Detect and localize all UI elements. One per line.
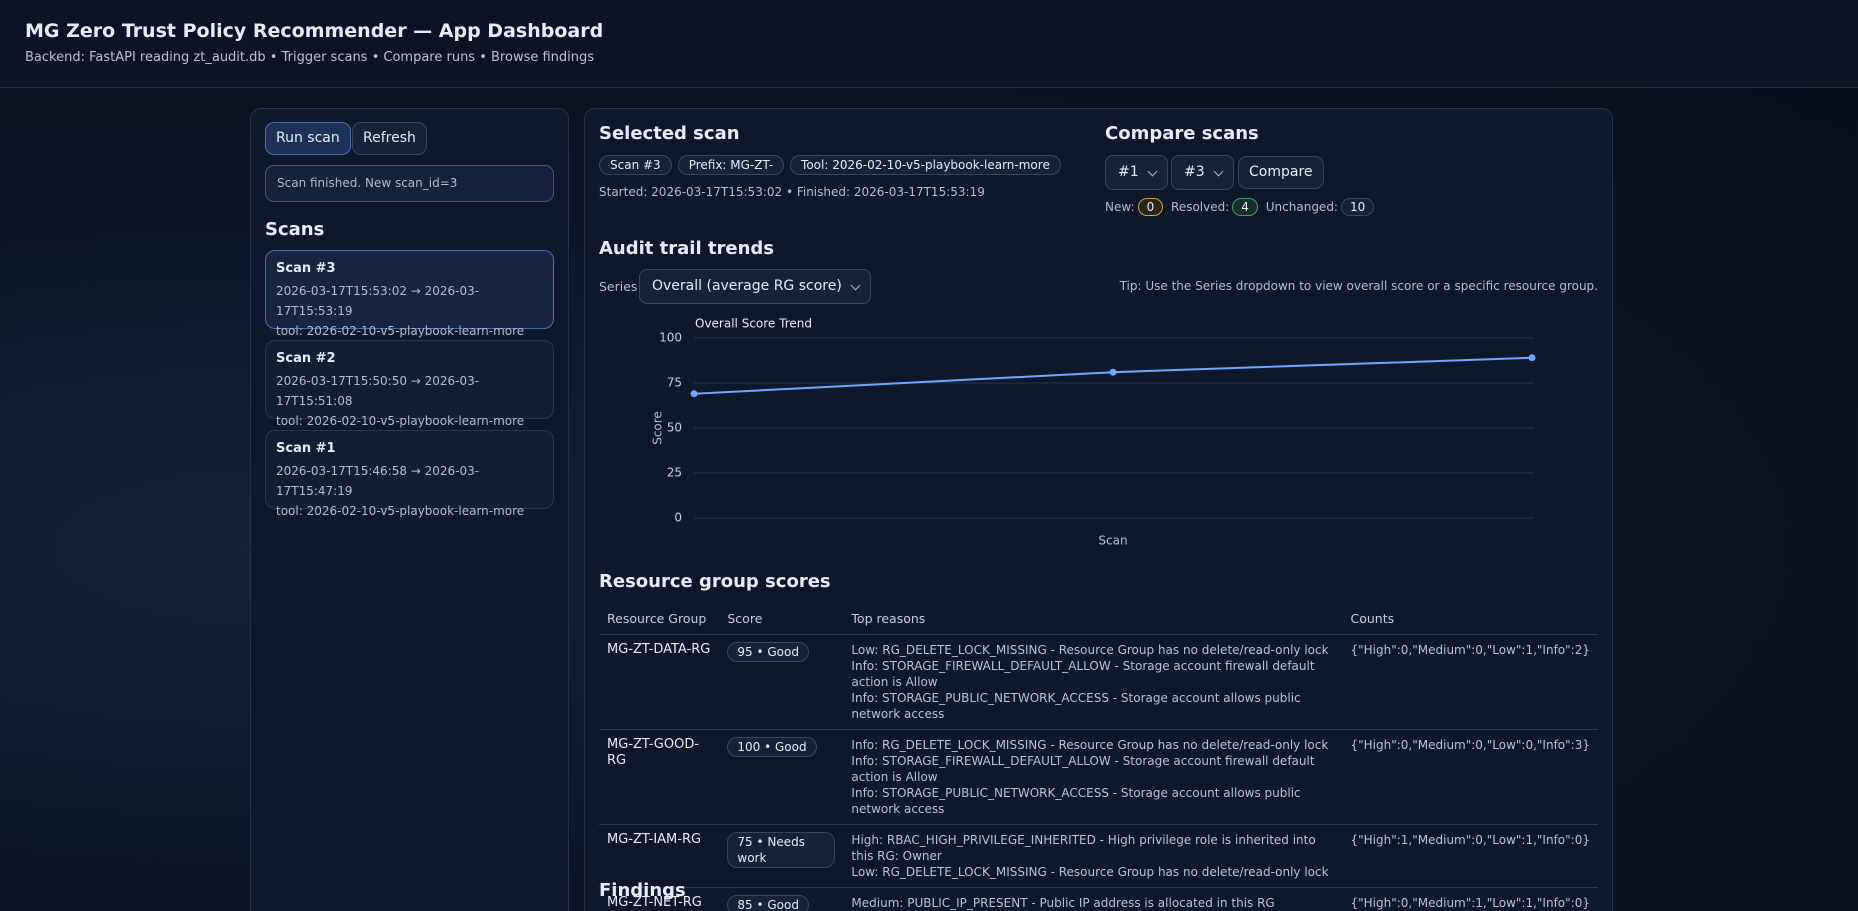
compare-from-select[interactable]: #1 [1105, 155, 1168, 190]
resource-group: MG-ZT-NET-RG [599, 887, 720, 911]
score-cell: 100 • Good [719, 729, 844, 825]
series-select[interactable]: Overall (average RG score) [639, 269, 871, 304]
scan-title: Scan #3 [276, 261, 336, 276]
x-axis-label: Scan [1098, 534, 1127, 548]
unchanged-count: 10 [1340, 198, 1375, 216]
scan-card[interactable]: Scan #2 2026-03-17T15:50:50 → 2026-03-17T… [265, 340, 554, 428]
reason: Low: RG_DELETE_LOCK_MISSING - Resource G… [851, 865, 1329, 879]
refresh-button[interactable]: Refresh [352, 122, 427, 155]
reason: Medium: PUBLIC_IP_PRESENT - Public IP ad… [851, 896, 1275, 910]
scan-tool: tool: 2026-02-10-v5-playbook-learn-more [276, 414, 525, 428]
data-point [1528, 354, 1536, 362]
table-row: MG-ZT-IAM-RG 75 • Needs work High: RBAC_HI… [599, 824, 1598, 888]
chart-title: Overall Score Trend [695, 317, 812, 331]
chip: Scan #3 [599, 155, 672, 175]
sidebar: Run scan Refresh Scan finished. New scan… [250, 108, 569, 911]
score-cell: 85 • Good [719, 887, 844, 911]
y-tick-label: 100 [659, 331, 682, 345]
unchanged-label: Unchanged: [1265, 200, 1338, 214]
scan-card[interactable]: Scan #1 2026-03-17T15:46:58 → 2026-03-17T… [265, 430, 554, 518]
reason: Info: STORAGE_FIREWALL_DEFAULT_ALLOW - S… [851, 659, 1315, 689]
data-point [690, 390, 698, 398]
table-body: MG-ZT-DATA-RG 95 • Good Low: RG_DELETE_LOC… [599, 634, 1598, 911]
counts-cell: {"High":0,"Medium":0,"Low":1,"Info":2} [1342, 634, 1598, 730]
chip: Prefix: MG-ZT- [677, 155, 785, 175]
y-tick-label: 50 [667, 421, 682, 435]
table-header: Resource Group Score Top reasons Counts [599, 603, 1598, 635]
score-badge: 95 • Good [727, 642, 809, 662]
main-panel: Selected scan Scan #3 Prefix: MG-ZT- Tool:… [584, 108, 1613, 911]
counts-cell: {"High":0,"Medium":0,"Low":0,"Info":3} [1342, 729, 1598, 825]
resource-group: MG-ZT-IAM-RG [599, 824, 720, 888]
findings-heading: Findings [599, 880, 686, 901]
app-subtitle: Backend: FastAPI reading zt_audit.db • T… [25, 50, 595, 65]
scan-title: Scan #2 [276, 351, 336, 366]
compare-button[interactable]: Compare [1238, 156, 1324, 189]
resource-group: MG-ZT-DATA-RG [599, 634, 720, 730]
compare-heading: Compare scans [1105, 123, 1259, 144]
tip: Tip: Use the Series dropdown to view ove… [1119, 279, 1598, 293]
reason: Info: STORAGE_PUBLIC_NETWORK_ACCESS - St… [851, 691, 1301, 721]
resolved-label: Resolved: [1171, 200, 1230, 214]
scan-tool: tool: 2026-02-10-v5-playbook-learn-more [276, 324, 525, 338]
table-row: MG-ZT-GOOD-RG 100 • Good Info: RG_DELETE_L… [599, 729, 1598, 825]
reason: Info: STORAGE_FIREWALL_DEFAULT_ALLOW - S… [851, 754, 1315, 784]
rg-table: Resource Group Score Top reasons Counts MG-Z… [599, 603, 1598, 911]
table-row: MG-ZT-DATA-RG 95 • Good Low: RG_DELETE_LOC… [599, 634, 1598, 730]
rg-heading: Resource group scores [599, 571, 831, 592]
column-header: Score [719, 603, 844, 635]
y-tick-label: 75 [667, 376, 682, 390]
scan-times: Started: 2026-03-17T15:53:02 • Finished:… [599, 185, 985, 199]
chip: Tool: 2026-02-10-v5-playbook-learn-more [790, 155, 1061, 175]
reasons-cell: Medium: PUBLIC_IP_PRESENT - Public IP ad… [843, 887, 1343, 911]
new-label: New: [1105, 200, 1135, 214]
compare-to-select[interactable]: #3 [1171, 155, 1234, 190]
scan-times: 2026-03-17T15:53:02 → 2026-03-17T15:53:1… [276, 284, 480, 318]
reasons-cell: Low: RG_DELETE_LOCK_MISSING - Resource G… [843, 634, 1343, 730]
series-line [693, 356, 1533, 395]
scan-times: 2026-03-17T15:50:50 → 2026-03-17T15:51:0… [276, 374, 480, 408]
chip-row: Scan #3 Prefix: MG-ZT- Tool: 2026-02-10-v5… [599, 155, 1067, 175]
scan-title: Scan #1 [276, 441, 336, 456]
app-title: MG Zero Trust Policy Recommender — App D… [25, 20, 604, 42]
selected-heading: Selected scan [599, 123, 740, 144]
scan-times: 2026-03-17T15:46:58 → 2026-03-17T15:47:1… [276, 464, 480, 498]
scan-tool: tool: 2026-02-10-v5-playbook-learn-more [276, 504, 525, 518]
scans-heading: Scans [265, 219, 325, 240]
trend-chart: Overall Score Trend Scan Score 0 25 50 75 10… [651, 317, 1536, 548]
data-point [1109, 368, 1117, 376]
counts-cell: {"High":0,"Medium":1,"Low":1,"Info":0} [1342, 887, 1598, 911]
header: MG Zero Trust Policy Recommender — App D… [0, 0, 1858, 88]
column-header: Counts [1342, 603, 1598, 635]
scan-card[interactable]: Scan #3 2026-03-17T15:53:02 → 2026-03-17T… [265, 250, 554, 338]
y-tick-label: 0 [674, 511, 682, 525]
reasons-cell: High: RBAC_HIGH_PRIVILEGE_INHERITED - Hi… [843, 824, 1343, 888]
score-cell: 95 • Good [719, 634, 844, 730]
score-badge: 85 • Good [727, 895, 809, 911]
reason: Info: STORAGE_PUBLIC_NETWORK_ACCESS - St… [851, 786, 1301, 816]
series-label: Series [599, 279, 638, 294]
score-badge: 100 • Good [727, 737, 817, 757]
column-header: Top reasons [843, 603, 1343, 635]
reason: Low: RG_DELETE_LOCK_MISSING - Resource G… [851, 643, 1329, 657]
reasons-cell: Info: RG_DELETE_LOCK_MISSING - Resource … [843, 729, 1343, 825]
status-message: Scan finished. New scan_id=3 [265, 165, 554, 202]
new-count: 0 [1137, 198, 1164, 216]
y-tick-label: 25 [667, 466, 682, 480]
resolved-count: 4 [1232, 198, 1258, 216]
run-scan-button[interactable]: Run scan [265, 122, 351, 155]
reason: Info: RG_DELETE_LOCK_MISSING - Resource … [851, 738, 1329, 752]
table-row: MG-ZT-NET-RG 85 • Good Medium: PUBLIC_IP_P… [599, 887, 1598, 911]
y-axis-label: Score [651, 411, 665, 445]
trends-heading: Audit trail trends [599, 238, 775, 259]
counts-cell: {"High":1,"Medium":0,"Low":1,"Info":0} [1342, 824, 1598, 888]
column-header: Resource Group [599, 603, 720, 635]
score-cell: 75 • Needs work [719, 824, 844, 888]
resource-group: MG-ZT-GOOD-RG [599, 729, 720, 825]
score-badge: 75 • Needs work [727, 832, 836, 868]
reason: High: RBAC_HIGH_PRIVILEGE_INHERITED - Hi… [851, 833, 1316, 863]
compare-summary: New: 0 Resolved: 4 Unchanged: 10 [1105, 198, 1378, 216]
